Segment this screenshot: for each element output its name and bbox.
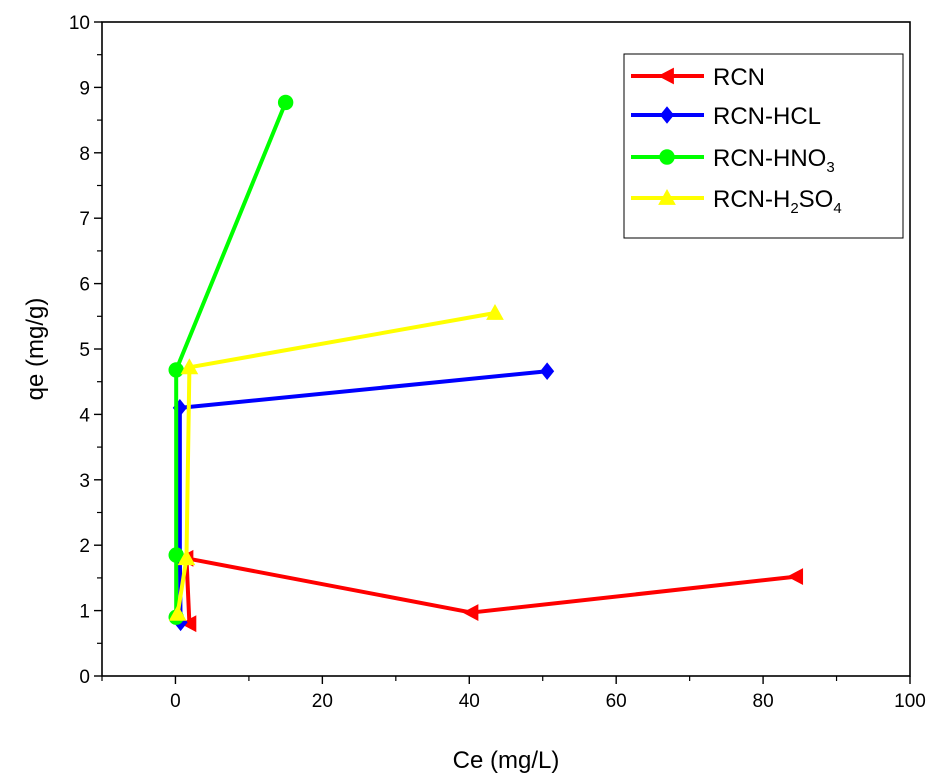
y-tick-label: 4 <box>79 405 90 426</box>
y-tick-label: 1 <box>79 602 90 623</box>
data-point <box>180 615 197 633</box>
legend-swatch-marker <box>657 67 674 85</box>
legend-entry: RCN <box>631 64 765 91</box>
series-line <box>174 101 288 618</box>
series-rcn <box>177 549 804 633</box>
series-rcn-h2so4 <box>168 304 504 621</box>
data-point <box>180 358 199 375</box>
y-tick-label: 7 <box>79 209 90 230</box>
y-tick-label: 9 <box>79 78 90 99</box>
y-tick-label: 8 <box>79 144 90 165</box>
legend-label: RCN-H2SO4 <box>713 186 842 217</box>
x-tick-label: 20 <box>312 691 333 712</box>
y-axis-title: qe (mg/g) <box>22 298 49 401</box>
legend-label-part: RCN <box>713 64 765 91</box>
series-layer <box>168 94 804 633</box>
y-tick-label: 5 <box>79 340 90 361</box>
legend-swatch-marker <box>658 188 676 205</box>
legend-entry: RCN-HCL <box>631 103 821 130</box>
x-tick-label: 40 <box>459 691 480 712</box>
legend-swatch-marker <box>659 106 675 124</box>
series-line <box>184 556 797 624</box>
x-tick-label: 60 <box>606 691 627 712</box>
y-tick-label: 6 <box>79 275 90 296</box>
legend-entry: RCN-H2SO4 <box>631 186 842 217</box>
legend: RCN RCN-HCL RCN-HNO3 RCN-H2SO4 <box>623 53 904 239</box>
legend-label-subscript: 2 <box>790 200 798 217</box>
x-tick-label: 0 <box>170 691 181 712</box>
legend-swatch-marker <box>659 149 675 165</box>
data-point <box>277 94 294 111</box>
x-tick-label: 100 <box>894 691 926 712</box>
legend-label: RCN-HNO3 <box>713 145 835 176</box>
legend-label-subscript: 4 <box>833 200 841 217</box>
y-tick-label: 0 <box>79 667 90 688</box>
legend-label: RCN <box>713 64 765 91</box>
legend-box <box>623 53 904 239</box>
series-line <box>175 311 496 615</box>
legend-label-subscript: 3 <box>826 159 834 176</box>
x-axis-title: Ce (mg/L) <box>453 747 560 774</box>
legend-label-part: RCN-HCL <box>713 103 821 130</box>
series-line <box>177 369 548 623</box>
legend-label-part: SO <box>799 186 834 213</box>
data-point <box>486 304 504 320</box>
data-point <box>540 362 555 381</box>
data-point <box>787 568 804 586</box>
x-tick-label: 80 <box>753 691 774 712</box>
y-tick-label: 10 <box>69 13 90 34</box>
data-point <box>168 362 184 378</box>
legend-label-part: RCN-HNO <box>713 145 826 172</box>
legend-label: RCN-HCL <box>713 103 821 130</box>
y-tick-label: 3 <box>79 471 90 492</box>
data-point <box>177 549 196 566</box>
y-tick-label: 2 <box>79 536 90 557</box>
axis-ticks: 0 20 40 60 80 100 0 1 2 3 4 5 6 7 8 9 10 <box>69 13 926 712</box>
data-point <box>462 604 479 621</box>
data-point <box>168 604 187 621</box>
legend-label-part: RCN-H <box>713 186 790 213</box>
legend-entry: RCN-HNO3 <box>631 145 835 176</box>
